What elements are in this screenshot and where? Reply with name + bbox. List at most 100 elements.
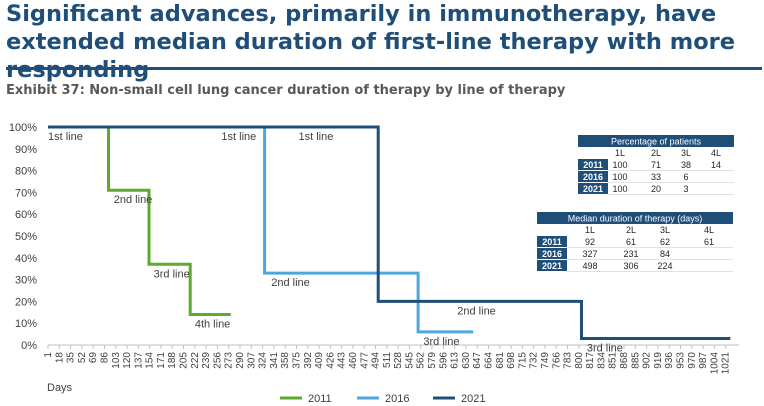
y-tick-label: 20% bbox=[15, 296, 37, 308]
chart-annotations: 1st line 2nd line 3rd line 4th line 1st line… bbox=[48, 131, 623, 354]
table-column-header: 2L bbox=[626, 225, 636, 235]
y-tick-label: 70% bbox=[15, 187, 37, 199]
x-tick-label: 1004 bbox=[709, 352, 720, 375]
table-cell: 92 bbox=[585, 237, 595, 247]
data-table: Median duration of therapy (days)1L 2L 3L 4… bbox=[537, 212, 733, 272]
table-cell: 62 bbox=[660, 237, 670, 247]
table-cell: 71 bbox=[651, 160, 661, 170]
table-cell: 14 bbox=[711, 160, 721, 170]
table-column-header: 1L bbox=[585, 225, 595, 235]
table-column-header: 3L bbox=[681, 148, 691, 158]
table-cell: 3 bbox=[683, 184, 688, 194]
y-tick-label: 80% bbox=[15, 166, 37, 178]
table-cell: 100 bbox=[612, 184, 627, 194]
x-axis-title: Days bbox=[47, 382, 73, 394]
x-tick-label: 970 bbox=[687, 352, 698, 369]
x-tick-label: 171 bbox=[156, 352, 167, 369]
y-tick-label: 100% bbox=[9, 122, 37, 134]
x-tick-label: 834 bbox=[596, 352, 607, 369]
legend-label: 2011 bbox=[308, 393, 332, 405]
table-cell: 100 bbox=[612, 172, 627, 182]
table-title: Median duration of therapy (days) bbox=[568, 214, 703, 224]
x-tick-label: 205 bbox=[179, 352, 190, 369]
y-tick-label: 50% bbox=[15, 231, 37, 243]
table-cell: 33 bbox=[651, 172, 661, 182]
table-cell: 498 bbox=[582, 261, 597, 271]
x-tick-label: 783 bbox=[563, 352, 574, 369]
x-tick-label: 256 bbox=[212, 352, 223, 369]
x-tick-label: 375 bbox=[291, 352, 302, 369]
x-tick-label: 681 bbox=[495, 352, 506, 369]
table-row-label: 2011 bbox=[542, 237, 562, 247]
chart-legend: 2011 2016 2021 bbox=[280, 393, 485, 405]
x-tick-label: 953 bbox=[676, 352, 687, 369]
x-tick-label: 477 bbox=[359, 352, 370, 369]
x-tick-label: 579 bbox=[427, 352, 438, 369]
x-tick-label: 1 bbox=[43, 352, 54, 358]
table-row-label: 2021 bbox=[542, 261, 562, 271]
x-tick-label: 222 bbox=[190, 352, 201, 369]
series-line-2011 bbox=[48, 125, 231, 316]
x-tick-label: 239 bbox=[201, 352, 212, 369]
line-label: 3rd line bbox=[587, 342, 623, 354]
x-tick-label: 851 bbox=[608, 352, 619, 369]
table-cell: 327 bbox=[582, 249, 597, 259]
table-row-label: 2021 bbox=[583, 184, 603, 194]
table-row-label: 2011 bbox=[583, 160, 603, 170]
table-title: Percentage of patients bbox=[611, 137, 702, 147]
x-tick-label: 936 bbox=[664, 352, 675, 369]
x-tick-label: 443 bbox=[337, 352, 348, 369]
table-row-header-cell bbox=[578, 183, 608, 194]
table-title-bar bbox=[578, 135, 734, 147]
table-column-header: 2L bbox=[651, 148, 661, 158]
table-row-header-cell bbox=[537, 260, 567, 271]
y-tick-label: 30% bbox=[15, 275, 37, 287]
x-tick-label: 545 bbox=[404, 352, 415, 369]
x-tick-label: 528 bbox=[393, 352, 404, 369]
line-label: 2nd line bbox=[114, 194, 153, 206]
x-tick-label: 409 bbox=[314, 352, 325, 369]
x-tick-label: 273 bbox=[224, 352, 235, 369]
y-tick-label: 10% bbox=[15, 318, 37, 330]
x-tick-label: 613 bbox=[450, 352, 461, 369]
x-tick-label: 715 bbox=[517, 352, 528, 369]
x-tick-label: 154 bbox=[145, 352, 156, 369]
x-tick-label: 137 bbox=[133, 352, 144, 369]
line-label: 1st line bbox=[298, 131, 333, 143]
series-line-2021 bbox=[48, 125, 731, 340]
line-label: 1st line bbox=[48, 131, 83, 143]
x-tick-label: 511 bbox=[382, 352, 393, 368]
table-cell: 306 bbox=[623, 261, 638, 271]
x-tick-label: 647 bbox=[472, 352, 483, 369]
x-tick-label: 290 bbox=[235, 352, 246, 369]
table-row-header-cell bbox=[578, 171, 608, 182]
table-cell: 100 bbox=[612, 160, 627, 170]
chart-series bbox=[48, 125, 731, 340]
x-tick-label: 800 bbox=[574, 352, 585, 369]
x-tick-label: 817 bbox=[585, 352, 596, 369]
x-tick-label: 630 bbox=[461, 352, 472, 369]
table-column-header: 4L bbox=[711, 148, 721, 158]
exhibit-title: Exhibit 37: Non-small cell lung cancer d… bbox=[6, 83, 566, 98]
chart-axes: 0%10%20%30%40%50%60%70%80%90%100%1 18 35 52… bbox=[9, 122, 739, 394]
x-tick-label: 596 bbox=[438, 352, 449, 369]
legend-label: 2021 bbox=[461, 393, 485, 405]
x-tick-label: 324 bbox=[258, 352, 269, 369]
x-tick-label: 885 bbox=[630, 352, 641, 369]
headline: Significant advances, primarily in immun… bbox=[6, 1, 736, 83]
y-tick-label: 60% bbox=[15, 209, 37, 221]
y-tick-label: 0% bbox=[21, 340, 37, 352]
x-tick-label: 426 bbox=[325, 352, 336, 369]
x-tick-label: 902 bbox=[642, 352, 653, 369]
x-tick-label: 698 bbox=[506, 352, 517, 369]
x-tick-label: 766 bbox=[551, 352, 562, 369]
x-tick-label: 35 bbox=[66, 352, 77, 364]
table-cell: 20 bbox=[651, 184, 661, 194]
table-row-label: 2016 bbox=[542, 249, 562, 259]
x-tick-label: 868 bbox=[619, 352, 630, 369]
y-tick-label: 40% bbox=[15, 253, 37, 265]
x-tick-label: 732 bbox=[529, 352, 540, 369]
x-tick-label: 52 bbox=[77, 352, 88, 364]
